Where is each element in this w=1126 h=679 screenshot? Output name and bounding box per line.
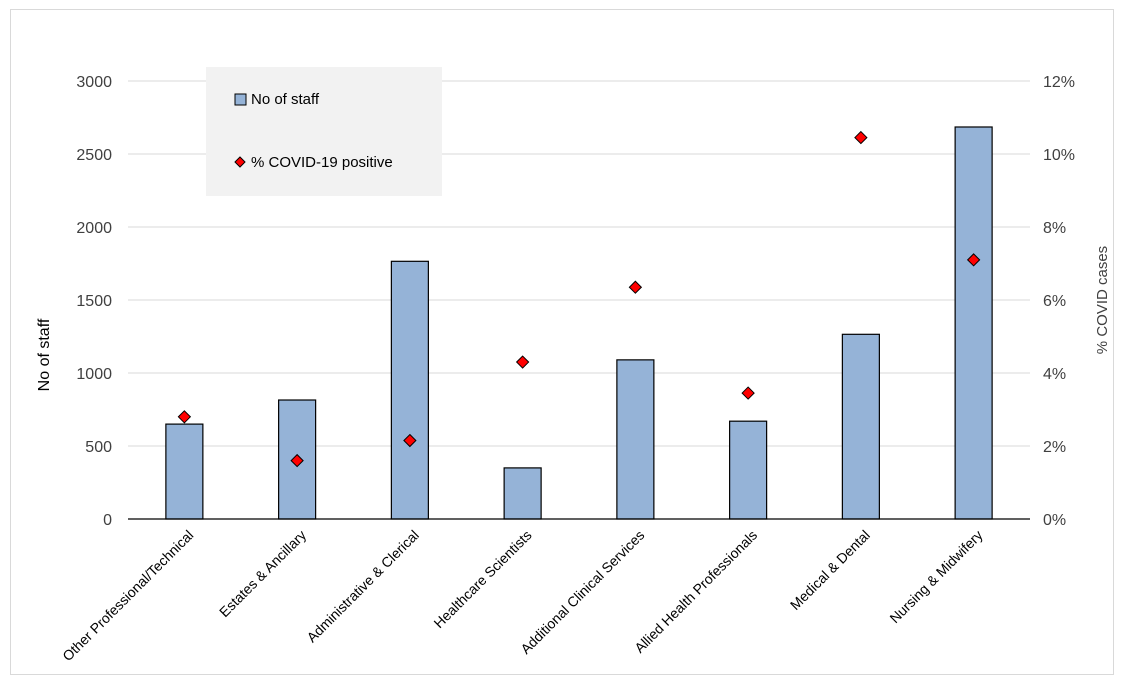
y-tick-label: 0 <box>103 512 112 529</box>
legend-bar-swatch <box>234 93 247 106</box>
data-point <box>290 453 304 468</box>
bar <box>954 126 993 520</box>
y-tick-label: 1000 <box>76 366 112 383</box>
y2-axis-title: % COVID cases <box>1094 246 1111 354</box>
legend-bar-label: No of staff <box>251 91 320 108</box>
y2-tick-label: 2% <box>1043 439 1066 456</box>
x-tick-label: Additional Clinical Services <box>517 527 647 657</box>
bar <box>503 467 542 520</box>
x-tick-label: Nursing & Midwifery <box>886 527 985 626</box>
y2-tick-label: 6% <box>1043 293 1066 310</box>
x-tick-label: Administrative & Clerical <box>303 527 422 646</box>
legend-background <box>206 67 442 196</box>
y-tick-label: 3000 <box>76 74 112 91</box>
bar <box>390 260 429 520</box>
chart-frame <box>10 9 1114 675</box>
y-tick-label: 500 <box>85 439 112 456</box>
y-tick-label: 2500 <box>76 147 112 164</box>
y-tick-label: 2000 <box>76 220 112 237</box>
data-point <box>403 433 417 448</box>
x-tick-labels: Other Professional/Technical Estates & An… <box>59 527 986 664</box>
bar <box>165 423 204 520</box>
y2-tick-label: 10% <box>1043 147 1075 164</box>
legend-marker-swatch <box>234 156 246 168</box>
y2-tick-label: 12% <box>1043 74 1075 91</box>
bar <box>616 359 655 520</box>
data-point <box>628 280 643 294</box>
data-point <box>177 410 192 424</box>
y-tick-labels: 0 500 1000 1500 2000 2500 3000 <box>76 74 112 529</box>
data-point <box>741 386 755 400</box>
legend: No of staff % COVID-19 positive <box>206 67 442 196</box>
y2-tick-labels: 0% 2% 4% 6% 8% 10% 12% <box>1043 74 1075 529</box>
y-tick-label: 1500 <box>76 293 112 310</box>
marker-series <box>177 130 981 468</box>
x-tick-label: Estates & Ancillary <box>216 527 309 620</box>
y-axis-title: No of staff <box>36 318 53 391</box>
y2-tick-label: 8% <box>1043 220 1066 237</box>
y2-tick-label: 4% <box>1043 366 1066 383</box>
data-point <box>515 355 530 369</box>
y2-tick-label: 0% <box>1043 512 1066 529</box>
data-point <box>966 253 981 267</box>
x-tick-label: Healthcare Scientists <box>430 527 534 631</box>
x-tick-label: Medical & Dental <box>787 527 873 613</box>
bar <box>841 333 880 520</box>
x-tick-label: Other Professional/Technical <box>59 527 196 664</box>
bar-series <box>165 126 993 520</box>
legend-marker-label: % COVID-19 positive <box>251 154 393 171</box>
x-tick-label: Allied Health Professionals <box>631 527 760 656</box>
bar <box>729 420 768 520</box>
data-point <box>854 130 868 145</box>
